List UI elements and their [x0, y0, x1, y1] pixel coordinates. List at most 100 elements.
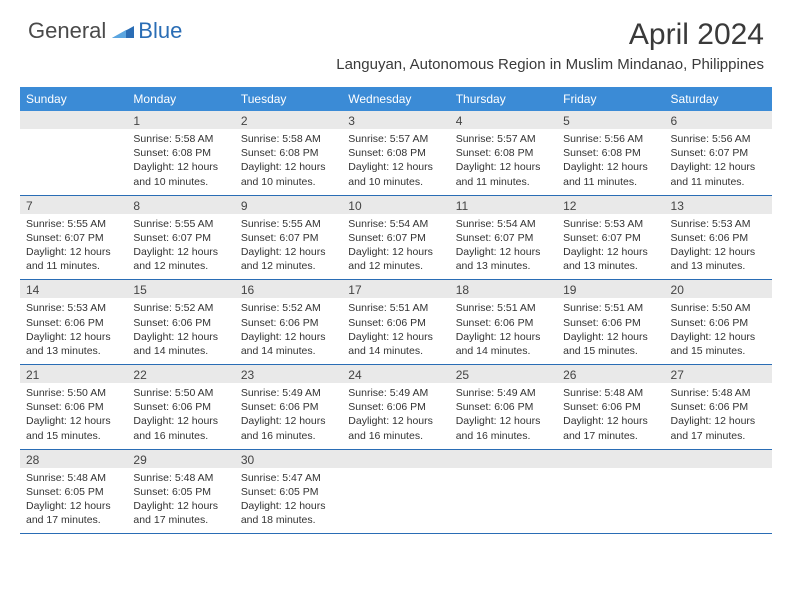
sunrise-text: Sunrise: 5:51 AM	[348, 301, 443, 315]
day-number	[342, 450, 449, 468]
sunrise-text: Sunrise: 5:53 AM	[671, 217, 766, 231]
sunset-text: Sunset: 6:07 PM	[671, 146, 766, 160]
sunrise-text: Sunrise: 5:55 AM	[26, 217, 121, 231]
sunrise-text: Sunrise: 5:53 AM	[26, 301, 121, 315]
sunset-text: Sunset: 6:06 PM	[563, 400, 658, 414]
calendar-day-cell: 12Sunrise: 5:53 AMSunset: 6:07 PMDayligh…	[557, 195, 664, 280]
daylight-text: Daylight: 12 hours and 16 minutes.	[133, 414, 228, 442]
brand-part1: General	[28, 18, 106, 44]
calendar-day-cell: 24Sunrise: 5:49 AMSunset: 6:06 PMDayligh…	[342, 365, 449, 450]
day-number: 4	[450, 111, 557, 129]
calendar-day-cell: 17Sunrise: 5:51 AMSunset: 6:06 PMDayligh…	[342, 280, 449, 365]
sunset-text: Sunset: 6:08 PM	[348, 146, 443, 160]
daylight-text: Daylight: 12 hours and 18 minutes.	[241, 499, 336, 527]
day-number: 17	[342, 280, 449, 298]
day-content: Sunrise: 5:54 AMSunset: 6:07 PMDaylight:…	[450, 214, 557, 280]
day-content	[450, 468, 557, 530]
sunset-text: Sunset: 6:07 PM	[563, 231, 658, 245]
day-number: 5	[557, 111, 664, 129]
sunset-text: Sunset: 6:06 PM	[241, 400, 336, 414]
sunrise-text: Sunrise: 5:53 AM	[563, 217, 658, 231]
weekday-header: Wednesday	[342, 87, 449, 111]
day-number: 6	[665, 111, 772, 129]
day-content: Sunrise: 5:53 AMSunset: 6:06 PMDaylight:…	[20, 298, 127, 364]
day-number: 11	[450, 196, 557, 214]
weekday-header: Friday	[557, 87, 664, 111]
daylight-text: Daylight: 12 hours and 10 minutes.	[241, 160, 336, 188]
day-content: Sunrise: 5:58 AMSunset: 6:08 PMDaylight:…	[127, 129, 234, 195]
day-content: Sunrise: 5:58 AMSunset: 6:08 PMDaylight:…	[235, 129, 342, 195]
day-number: 9	[235, 196, 342, 214]
sunset-text: Sunset: 6:05 PM	[133, 485, 228, 499]
calendar-day-cell: 28Sunrise: 5:48 AMSunset: 6:05 PMDayligh…	[20, 449, 127, 534]
sunrise-text: Sunrise: 5:49 AM	[348, 386, 443, 400]
sunrise-text: Sunrise: 5:55 AM	[133, 217, 228, 231]
calendar-day-cell: 13Sunrise: 5:53 AMSunset: 6:06 PMDayligh…	[665, 195, 772, 280]
daylight-text: Daylight: 12 hours and 13 minutes.	[456, 245, 551, 273]
day-content: Sunrise: 5:50 AMSunset: 6:06 PMDaylight:…	[127, 383, 234, 449]
calendar-day-cell	[450, 449, 557, 534]
sunrise-text: Sunrise: 5:51 AM	[563, 301, 658, 315]
daylight-text: Daylight: 12 hours and 12 minutes.	[133, 245, 228, 273]
sunrise-text: Sunrise: 5:52 AM	[241, 301, 336, 315]
day-content: Sunrise: 5:55 AMSunset: 6:07 PMDaylight:…	[127, 214, 234, 280]
sunrise-text: Sunrise: 5:52 AM	[133, 301, 228, 315]
day-content	[342, 468, 449, 530]
calendar-day-cell: 7Sunrise: 5:55 AMSunset: 6:07 PMDaylight…	[20, 195, 127, 280]
day-number: 26	[557, 365, 664, 383]
day-number: 29	[127, 450, 234, 468]
daylight-text: Daylight: 12 hours and 15 minutes.	[26, 414, 121, 442]
daylight-text: Daylight: 12 hours and 10 minutes.	[133, 160, 228, 188]
calendar-day-cell: 5Sunrise: 5:56 AMSunset: 6:08 PMDaylight…	[557, 111, 664, 195]
weekday-header: Tuesday	[235, 87, 342, 111]
day-content: Sunrise: 5:51 AMSunset: 6:06 PMDaylight:…	[342, 298, 449, 364]
calendar-week-row: 28Sunrise: 5:48 AMSunset: 6:05 PMDayligh…	[20, 449, 772, 534]
day-content: Sunrise: 5:57 AMSunset: 6:08 PMDaylight:…	[342, 129, 449, 195]
sunrise-text: Sunrise: 5:48 AM	[563, 386, 658, 400]
day-content	[557, 468, 664, 530]
sunset-text: Sunset: 6:06 PM	[26, 316, 121, 330]
daylight-text: Daylight: 12 hours and 17 minutes.	[26, 499, 121, 527]
day-number: 20	[665, 280, 772, 298]
calendar-day-cell: 10Sunrise: 5:54 AMSunset: 6:07 PMDayligh…	[342, 195, 449, 280]
day-number: 15	[127, 280, 234, 298]
day-content	[20, 129, 127, 191]
calendar-day-cell: 27Sunrise: 5:48 AMSunset: 6:06 PMDayligh…	[665, 365, 772, 450]
day-content: Sunrise: 5:50 AMSunset: 6:06 PMDaylight:…	[20, 383, 127, 449]
calendar-day-cell: 30Sunrise: 5:47 AMSunset: 6:05 PMDayligh…	[235, 449, 342, 534]
calendar-day-cell: 29Sunrise: 5:48 AMSunset: 6:05 PMDayligh…	[127, 449, 234, 534]
sunset-text: Sunset: 6:07 PM	[26, 231, 121, 245]
calendar-table: Sunday Monday Tuesday Wednesday Thursday…	[20, 87, 772, 534]
sunrise-text: Sunrise: 5:50 AM	[26, 386, 121, 400]
sunset-text: Sunset: 6:05 PM	[241, 485, 336, 499]
day-number: 24	[342, 365, 449, 383]
daylight-text: Daylight: 12 hours and 14 minutes.	[133, 330, 228, 358]
calendar-day-cell	[665, 449, 772, 534]
brand-triangle-icon	[112, 18, 134, 44]
day-content: Sunrise: 5:51 AMSunset: 6:06 PMDaylight:…	[450, 298, 557, 364]
sunrise-text: Sunrise: 5:57 AM	[348, 132, 443, 146]
day-number: 10	[342, 196, 449, 214]
day-content: Sunrise: 5:55 AMSunset: 6:07 PMDaylight:…	[20, 214, 127, 280]
sunset-text: Sunset: 6:06 PM	[671, 231, 766, 245]
day-content	[665, 468, 772, 530]
daylight-text: Daylight: 12 hours and 15 minutes.	[563, 330, 658, 358]
title-block: April 2024 Languyan, Autonomous Region i…	[336, 18, 764, 73]
calendar-day-cell: 8Sunrise: 5:55 AMSunset: 6:07 PMDaylight…	[127, 195, 234, 280]
daylight-text: Daylight: 12 hours and 13 minutes.	[563, 245, 658, 273]
calendar-day-cell: 11Sunrise: 5:54 AMSunset: 6:07 PMDayligh…	[450, 195, 557, 280]
day-number: 19	[557, 280, 664, 298]
calendar-day-cell: 9Sunrise: 5:55 AMSunset: 6:07 PMDaylight…	[235, 195, 342, 280]
calendar-day-cell: 21Sunrise: 5:50 AMSunset: 6:06 PMDayligh…	[20, 365, 127, 450]
sunset-text: Sunset: 6:07 PM	[348, 231, 443, 245]
daylight-text: Daylight: 12 hours and 17 minutes.	[671, 414, 766, 442]
calendar-day-cell: 1Sunrise: 5:58 AMSunset: 6:08 PMDaylight…	[127, 111, 234, 195]
calendar-week-row: 7Sunrise: 5:55 AMSunset: 6:07 PMDaylight…	[20, 195, 772, 280]
sunrise-text: Sunrise: 5:48 AM	[133, 471, 228, 485]
sunset-text: Sunset: 6:06 PM	[241, 316, 336, 330]
daylight-text: Daylight: 12 hours and 16 minutes.	[348, 414, 443, 442]
day-number: 3	[342, 111, 449, 129]
calendar-day-cell	[20, 111, 127, 195]
calendar-day-cell: 15Sunrise: 5:52 AMSunset: 6:06 PMDayligh…	[127, 280, 234, 365]
day-number: 13	[665, 196, 772, 214]
